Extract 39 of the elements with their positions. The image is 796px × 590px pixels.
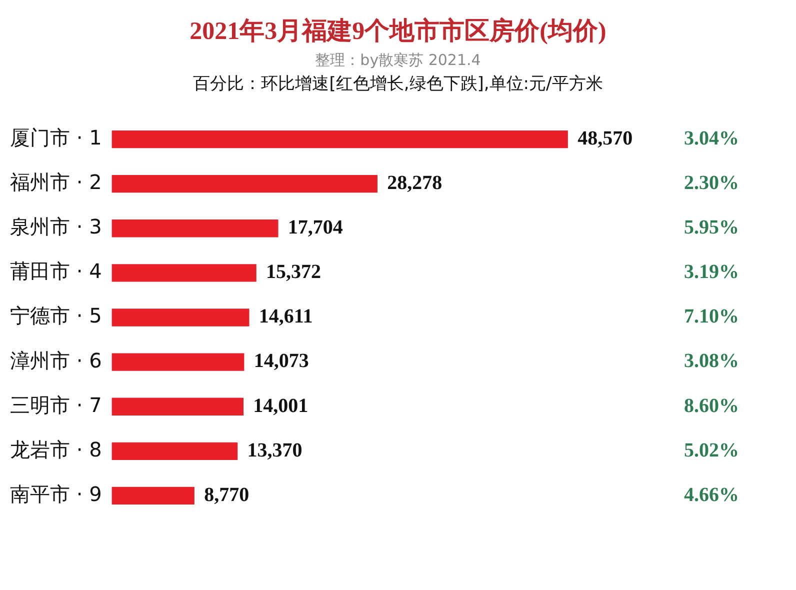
chart-subtitle: 整理：by散寒苏 2021.4 <box>314 51 482 70</box>
y-tick-label: 龙岩市 · 8 <box>10 437 102 462</box>
bar <box>112 130 568 148</box>
y-tick-label: 厦门市 · 1 <box>10 125 102 150</box>
bar <box>112 264 256 282</box>
text: 百分比：环比增速[红色增长,绿色下跌],单位:元/平方米 <box>192 73 604 95</box>
text: 2.30% <box>684 172 739 194</box>
data-label: 14,001 <box>253 394 308 417</box>
bar <box>112 353 244 371</box>
y-tick-label: 三明市 · 7 <box>10 392 102 417</box>
bar <box>112 486 194 505</box>
text: 7.10% <box>684 306 739 328</box>
bar <box>112 220 278 238</box>
text: 3.19% <box>684 261 739 284</box>
bar <box>112 442 238 460</box>
text: 8.60% <box>684 394 739 417</box>
bar <box>112 308 250 326</box>
y-tick-label: 漳州市 · 6 <box>10 348 102 372</box>
chart-title: 2021年3月福建9个地市市区房价(均价) <box>188 16 608 47</box>
bar <box>112 398 244 416</box>
text: 5.95% <box>684 216 739 239</box>
y-tick-label: 莆田市 · 4 <box>10 259 102 284</box>
text: 5.02% <box>684 439 739 462</box>
text: 4.66% <box>684 484 739 506</box>
data-label: 15,372 <box>266 261 322 284</box>
data-label: 8,770 <box>204 484 250 506</box>
text: 3.08% <box>684 350 739 372</box>
bar <box>112 175 378 193</box>
text: 3.04% <box>684 127 739 150</box>
data-label: 13,370 <box>247 439 302 462</box>
y-tick-label: 泉州市 · 3 <box>10 214 102 239</box>
data-label: 14,073 <box>254 350 309 372</box>
y-tick-label: 宁德市 · 5 <box>10 304 102 328</box>
data-label: 17,704 <box>288 216 343 239</box>
y-tick-label: 福州市 · 2 <box>10 170 102 194</box>
y-tick-label: 南平市 · 9 <box>10 482 102 506</box>
data-label: 48,570 <box>578 127 633 150</box>
data-label: 14,611 <box>258 306 313 328</box>
data-label: 28,278 <box>387 172 442 194</box>
